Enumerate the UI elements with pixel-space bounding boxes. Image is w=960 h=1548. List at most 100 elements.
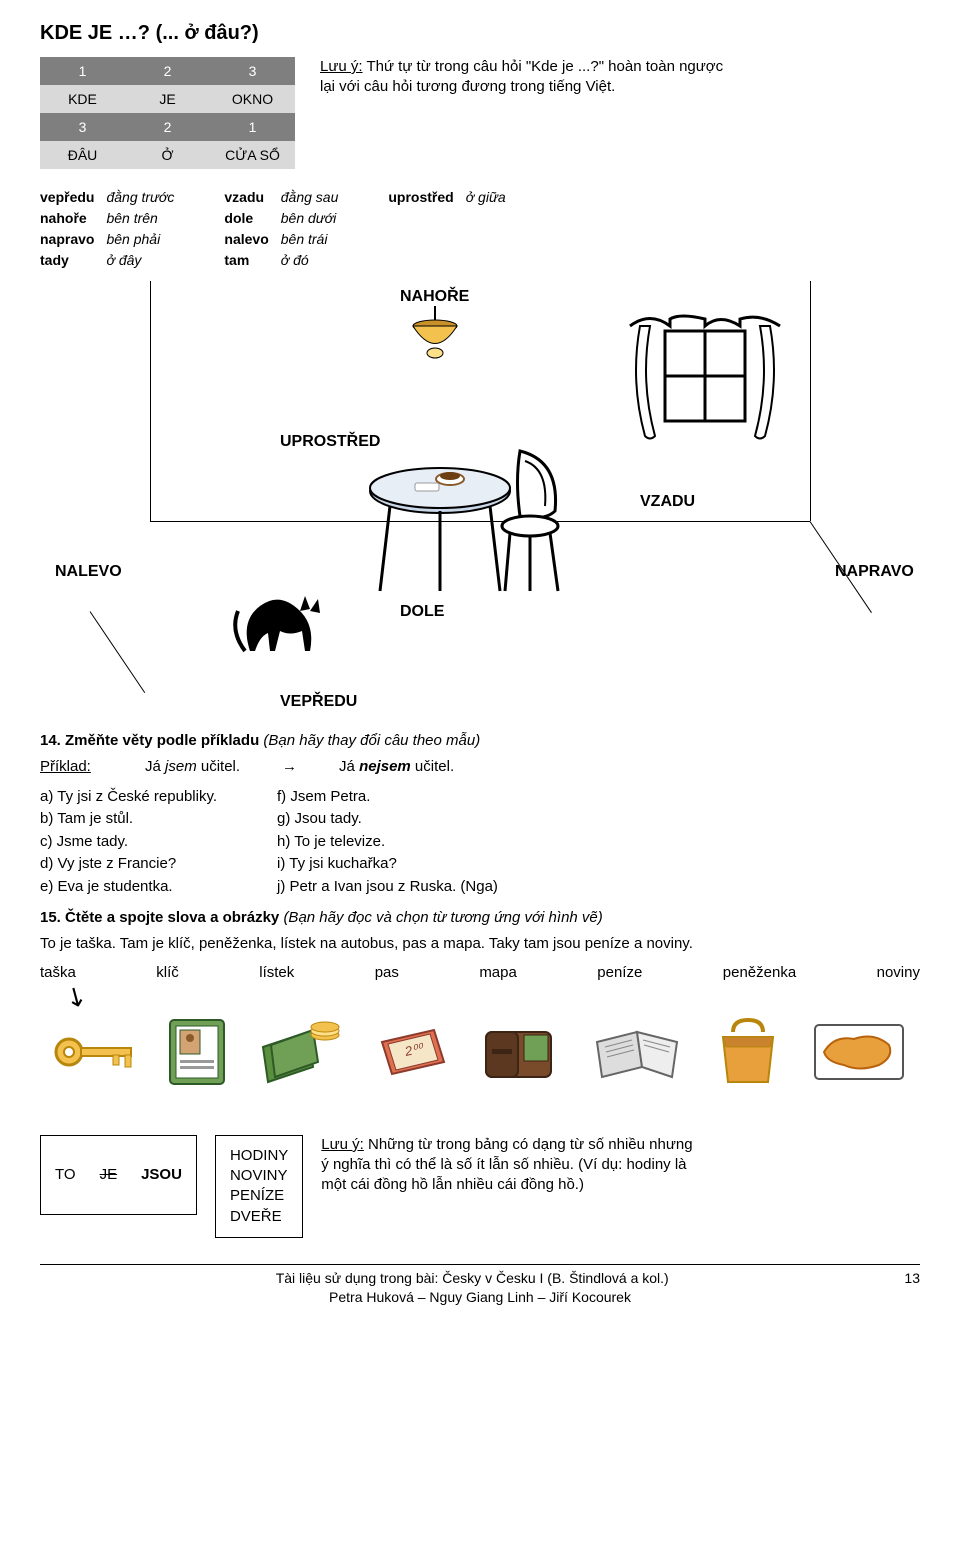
th-2: 2 [125,57,210,85]
tr: đằng sau [281,187,339,208]
ex15-sub: (Bạn hãy đọc và chọn từ tương ứng với hì… [283,909,602,926]
w: napravo [40,229,94,250]
w: tady [40,250,94,271]
cat-icon [230,581,340,661]
label-vzadu: VZADU [640,491,695,513]
ex14-sub: (Bạn hãy thay đổi câu theo mẫu) [263,732,480,749]
passport-icon [162,1012,232,1092]
window-icon [620,311,790,451]
bag-icon [708,1012,788,1092]
td: ĐÂU [40,141,125,169]
word: klíč [156,963,179,983]
label-nalevo: NALEVO [55,561,122,583]
map-icon [809,1017,909,1087]
li: g) Jsou tady. [277,808,498,831]
li: h) To je televize. [277,831,498,854]
box-to-je-jsou: TO JE JSOU [40,1135,197,1215]
ex-after: Já nejsem učitel. [339,757,454,777]
ex15-words: taška klíč lístek pas mapa peníze peněže… [40,963,920,983]
th-3: 3 [210,57,295,85]
w: vzadu [224,187,268,208]
li: a) Ty jsi z České republiky. [40,786,217,809]
footer-line1: Tài liệu sử dụng trong bài: Česky v Česk… [40,1269,920,1288]
note-2: Lưu ý: Những từ trong bảng có dạng từ số… [321,1135,701,1196]
note-1: Lưu ý: Thứ tự từ trong câu hỏi "Kde je .… [320,57,740,98]
ex14-left: a) Ty jsi z České republiky. b) Tam je s… [40,786,217,899]
je-strike: JE [100,1165,118,1185]
tr: bên dưới [281,208,339,229]
arrow-icon: → [282,757,297,777]
pl: NOVINY [230,1166,288,1186]
tr: ở đây [106,250,174,271]
ex15-title: 15. Čtěte a spojte slova a obrázky (Bạn … [40,908,920,928]
th: 2 [125,113,210,141]
word: mapa [479,963,517,983]
td: KDE [40,85,125,113]
li: c) Jsme tady. [40,831,217,854]
tr: bên phải [106,229,174,250]
th: 1 [210,113,295,141]
w: nalevo [224,229,268,250]
wallet-icon [476,1017,566,1087]
newspaper-icon [587,1022,687,1082]
table-chair-icon [360,441,580,611]
vocab-row: vepředunahořenapravotady đằng trướcbên t… [40,187,920,271]
li: j) Petr a Ivan jsou z Ruska. (Nga) [277,876,498,899]
page-number: 13 [904,1269,920,1288]
pl: PENÍZE [230,1186,288,1206]
tr: đằng trước [106,187,174,208]
label-uprostred: UPROSTŘED [280,431,380,453]
priklad-label: Příklad: [40,757,115,777]
tr: ở giữa [466,187,506,208]
ex14-title: 14. Změňte věty podle příkladu (Bạn hãy … [40,731,920,751]
li: f) Jsem Petra. [277,786,498,809]
ex-before: Já jsem učitel. [145,757,240,777]
w: dole [224,208,268,229]
word-order-table: 123 KDEJEOKNO 321 ĐÂUỞCỬA SỔ [40,57,295,169]
w: uprostřed [388,187,453,208]
footer: 13 Tài liệu sử dụng trong bài: Česky v Č… [40,1264,920,1307]
tr: ở đó [281,250,339,271]
word: peněženka [723,963,796,983]
td: Ở [125,141,210,169]
label-nahore: NAHOŘE [400,286,469,308]
tr: bên trên [106,208,174,229]
tr: bên trái [281,229,339,250]
word: pas [375,963,399,983]
pl: DVEŘE [230,1207,288,1227]
to: TO [55,1165,76,1185]
li: b) Tam je stůl. [40,808,217,831]
jsou: JSOU [141,1165,182,1185]
li: i) Ty jsi kuchařka? [277,853,498,876]
key-icon [51,1027,141,1077]
vocab-col-1: vepředunahořenapravotady đằng trướcbên t… [40,187,174,271]
ex14-example: Příklad: Já jsem učitel. → Já nejsem uči… [40,757,920,777]
ex15-num: 15. Čtěte a spojte slova a obrázky [40,909,283,926]
ticket-icon: 2⁰⁰ [374,1022,454,1082]
note-label: Lưu ý: [320,58,363,75]
td: JE [125,85,210,113]
w: tam [224,250,268,271]
footer-line2: Petra Huková – Nguy Giang Linh – Jiří Ko… [40,1288,920,1307]
w: vepředu [40,187,94,208]
td: OKNO [210,85,295,113]
money-icon [253,1017,353,1087]
box-plural-words: HODINY NOVINY PENÍZE DVEŘE [215,1135,303,1238]
th: 3 [40,113,125,141]
object-icons-row: ↘ 2⁰⁰ [40,987,920,1117]
ex14-num: 14. Změňte věty podle příkladu [40,732,263,749]
label-napravo: NAPRAVO [835,561,914,583]
label-vepredu: VEPŘEDU [280,691,357,713]
lamp-icon [400,306,470,376]
vocab-col-2: vzadudolenalevotam đằng saubên dướibên t… [224,187,338,271]
vocab-col-3: uprostřed ở giữa [388,187,505,271]
note-text: Thứ tự từ trong câu hỏi "Kde je ...?" ho… [320,58,723,95]
room-diagram: NAHOŘE UPROSTŘED VZADU NALEVO NAPRAVO DO… [90,281,870,721]
word: noviny [877,963,920,983]
li: d) Vy jste z Francie? [40,853,217,876]
ex14-lists: a) Ty jsi z České republiky. b) Tam je s… [40,786,920,899]
note2-label: Lưu ý: [321,1136,364,1153]
pl: HODINY [230,1146,288,1166]
word: lístek [259,963,294,983]
word: taška [40,963,76,983]
